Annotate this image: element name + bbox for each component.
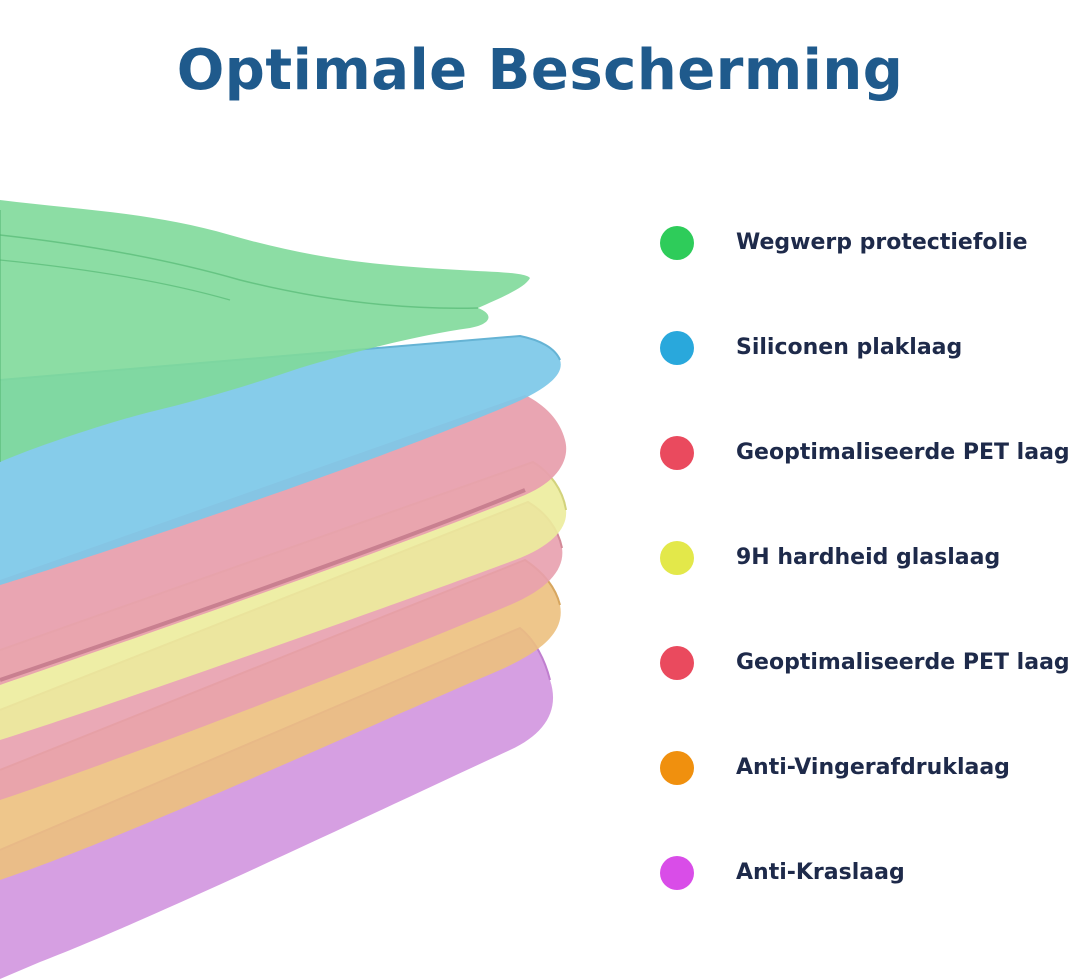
purple-dot-icon <box>660 856 694 890</box>
legend-item: Siliconen plaklaag <box>660 317 1080 422</box>
sheet-purple <box>0 628 554 979</box>
yellow-dot-icon <box>660 541 694 575</box>
legend-item: Geoptimaliseerde PET laag <box>660 632 1080 737</box>
blue-dot-icon <box>660 331 694 365</box>
legend-label: 9H hardheid glaslaag <box>736 545 1001 570</box>
red-dot-icon <box>660 646 694 680</box>
layer-legend: Wegwerp protectiefolie Siliconen plaklaa… <box>660 212 1080 947</box>
sheet-green <box>0 200 530 462</box>
legend-label: Geoptimaliseerde PET laag <box>736 440 1070 465</box>
legend-item: 9H hardheid glaslaag <box>660 527 1080 632</box>
orange-dot-icon <box>660 751 694 785</box>
legend-label: Siliconen plaklaag <box>736 335 963 360</box>
sheet-pink-upper <box>0 395 567 685</box>
legend-label: Geoptimaliseerde PET laag <box>736 650 1070 675</box>
legend-item: Wegwerp protectiefolie <box>660 212 1080 317</box>
red-dot-icon <box>660 436 694 470</box>
legend-label: Wegwerp protectiefolie <box>736 230 1028 255</box>
legend-label: Anti-Kraslaag <box>736 860 905 885</box>
green-dot-icon <box>660 226 694 260</box>
legend-item: Anti-Kraslaag <box>660 842 1080 947</box>
legend-item: Geoptimaliseerde PET laag <box>660 422 1080 527</box>
legend-label: Anti-Vingerafdruklaag <box>736 755 1010 780</box>
legend-item: Anti-Vingerafdruklaag <box>660 737 1080 842</box>
page-title: Optimale Bescherming <box>176 37 904 103</box>
layer-stack-illustration <box>0 200 567 979</box>
